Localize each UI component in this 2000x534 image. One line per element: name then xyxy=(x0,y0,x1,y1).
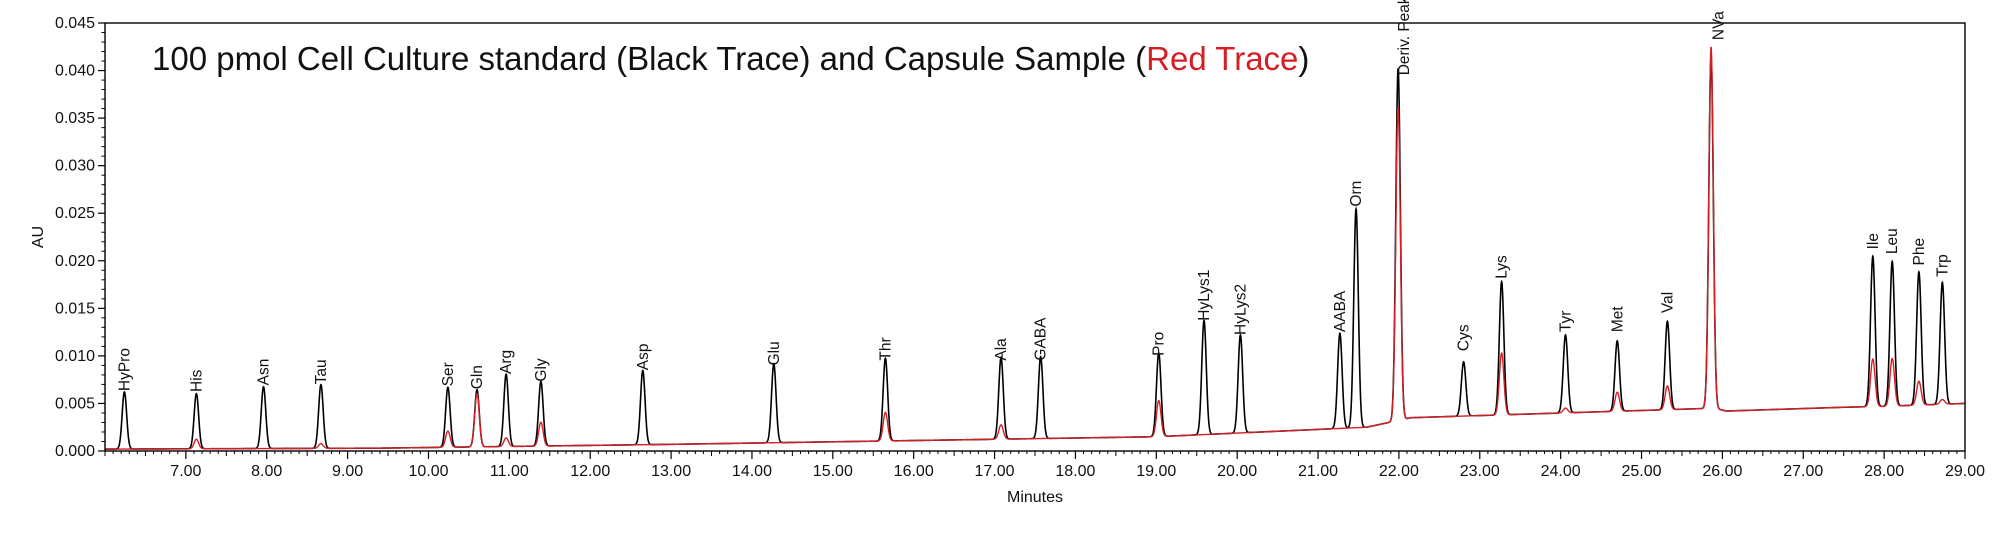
peak-label: Glu xyxy=(766,341,783,365)
x-tick-label: 27.00 xyxy=(1783,463,1823,480)
x-tick-label: 15.00 xyxy=(813,463,853,480)
y-tick-label: 0.045 xyxy=(55,15,95,32)
x-tick-label: 19.00 xyxy=(1136,463,1176,480)
y-tick-label: 0.000 xyxy=(55,443,95,460)
peak-label: Lys xyxy=(1494,255,1511,279)
x-axis-label: Minutes xyxy=(1007,489,1063,506)
peak-label: Ile xyxy=(1865,233,1882,249)
peak-label: Deriv. Peak xyxy=(1396,0,1413,75)
y-tick-label: 0.015 xyxy=(55,300,95,317)
y-tick-label: 0.030 xyxy=(55,158,95,175)
x-tick-label: 8.00 xyxy=(251,463,282,480)
peak-label: Tyr xyxy=(1558,311,1575,333)
peak-label: GABA xyxy=(1033,317,1050,361)
peak-label: Tau xyxy=(313,359,330,384)
peak-label: Cys xyxy=(1456,324,1473,351)
peak-label: Leu xyxy=(1884,228,1901,254)
x-tick-label: 29.00 xyxy=(1945,463,1985,480)
peak-label: Orn xyxy=(1348,181,1365,207)
chart-title-part: Red Trace xyxy=(1146,40,1298,77)
peak-label: Met xyxy=(1609,306,1626,333)
y-tick-label: 0.025 xyxy=(55,205,95,222)
peak-label: NVa xyxy=(1710,11,1727,40)
peak-label: His xyxy=(188,369,205,392)
peak-label: AABA xyxy=(1332,290,1349,332)
peak-label: Asp xyxy=(635,343,652,370)
peak-label: HyPro xyxy=(116,348,133,391)
y-tick-label: 0.035 xyxy=(55,110,95,127)
peak-labels: HyPro His Asn Tau Ser Gln Arg Gly Asp Glu Thr Ala GA… xyxy=(116,0,1951,392)
peak-label: Ala xyxy=(993,338,1010,361)
chart-title-part: ) xyxy=(1298,40,1309,77)
x-tick-label: 22.00 xyxy=(1379,463,1419,480)
peak-label: Val xyxy=(1659,292,1676,313)
trace-layer xyxy=(105,46,1965,450)
x-tick-label: 23.00 xyxy=(1460,463,1500,480)
x-tick-label: 9.00 xyxy=(332,463,363,480)
peak-label: Thr xyxy=(877,337,894,360)
peak-label: Pro xyxy=(1151,332,1168,356)
chart-title: 100 pmol Cell Culture standard (Black Tr… xyxy=(152,40,1309,77)
x-tick-label: 7.00 xyxy=(170,463,201,480)
peak-label: Gln xyxy=(469,365,486,389)
sample-trace-line xyxy=(105,46,1965,450)
x-tick-label: 10.00 xyxy=(408,463,448,480)
y-axis: 0.000 0.005 0.010 0.015 0.020 0.025 0.030 0.035… xyxy=(55,15,105,460)
peak-label: Gly xyxy=(533,358,550,382)
x-tick-label: 11.00 xyxy=(490,463,529,480)
peak-label: Asn xyxy=(256,359,273,386)
x-tick-label: 28.00 xyxy=(1864,463,1904,480)
peak-label: Arg xyxy=(498,350,515,374)
standard-trace-line xyxy=(105,56,1965,450)
x-axis: 7.00 8.00 9.00 10.00 11.00 12.00 13.00 14.00 15.… xyxy=(104,451,1985,480)
x-tick-label: 21.00 xyxy=(1298,463,1338,480)
y-axis-label: AU xyxy=(30,226,47,248)
peak-label: Trp xyxy=(1934,254,1951,277)
x-tick-label: 26.00 xyxy=(1702,463,1742,480)
peak-label: Phe xyxy=(1911,238,1928,266)
y-tick-label: 0.005 xyxy=(55,395,95,412)
chart-title-part: 100 pmol Cell Culture standard (Black Tr… xyxy=(152,40,1146,77)
x-tick-label: 13.00 xyxy=(651,463,691,480)
y-tick-label: 0.020 xyxy=(55,253,95,270)
y-tick-label: 0.010 xyxy=(55,348,95,365)
x-tick-label: 16.00 xyxy=(894,463,934,480)
x-tick-label: 18.00 xyxy=(1055,463,1095,480)
y-tick-label: 0.040 xyxy=(55,63,95,80)
peak-label: Ser xyxy=(440,362,457,386)
x-tick-label: 17.00 xyxy=(975,463,1015,480)
x-tick-label: 20.00 xyxy=(1217,463,1257,480)
plot-frame xyxy=(104,22,1966,452)
x-tick-label: 12.00 xyxy=(570,463,610,480)
peak-label: HyLys1 xyxy=(1196,270,1213,321)
x-tick-label: 24.00 xyxy=(1541,463,1581,480)
peak-label: HyLys2 xyxy=(1232,284,1249,335)
x-tick-label: 14.00 xyxy=(732,463,772,480)
x-tick-label: 25.00 xyxy=(1621,463,1661,480)
